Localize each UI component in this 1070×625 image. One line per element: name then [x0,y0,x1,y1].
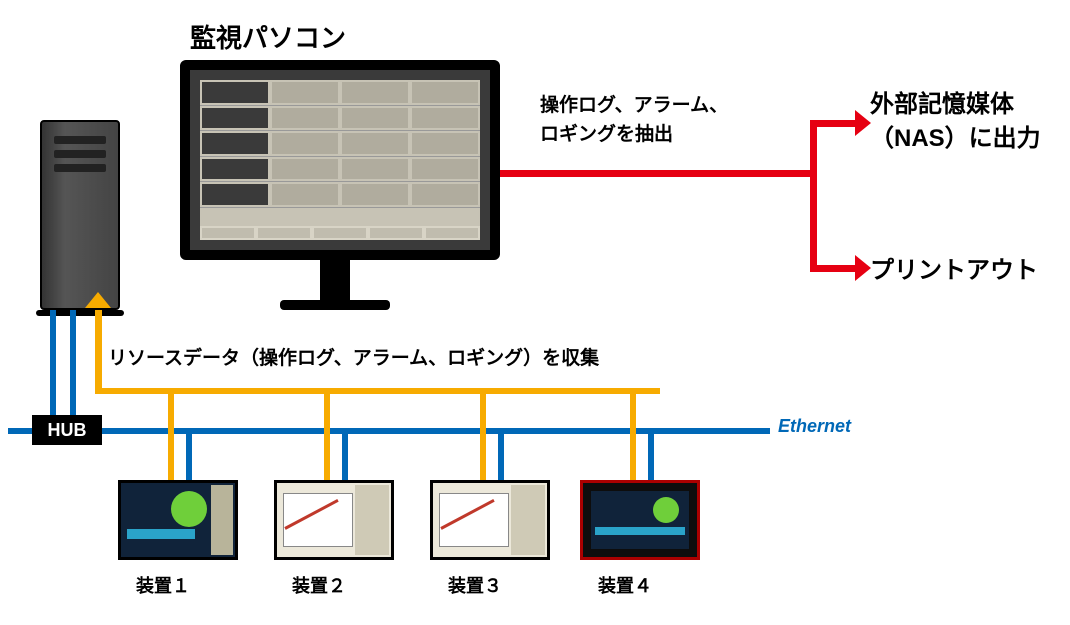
device-panel [274,480,394,560]
nas-output-label: 外部記憶媒体 （NAS）に出力 [870,88,1041,155]
monitor [180,60,500,260]
ethernet-label: Ethernet [778,416,851,437]
collect-label: リソースデータ（操作ログ、アラーム、ロギング）を収集 [108,343,599,370]
device-label: 装置２ [292,572,346,598]
pc-tower [40,120,120,310]
device-panel [430,480,550,560]
print-output-label: プリントアウト [870,250,1038,285]
hub-label: HUB [32,415,102,445]
device-panel [580,480,700,560]
device-panel [118,480,238,560]
extract-label: 操作ログ、アラーム、 ロギングを抽出 [540,92,728,149]
device-label: 装置３ [448,572,502,598]
device-label: 装置４ [598,572,652,598]
title: 監視パソコン [190,18,346,55]
device-label: 装置１ [136,572,190,598]
